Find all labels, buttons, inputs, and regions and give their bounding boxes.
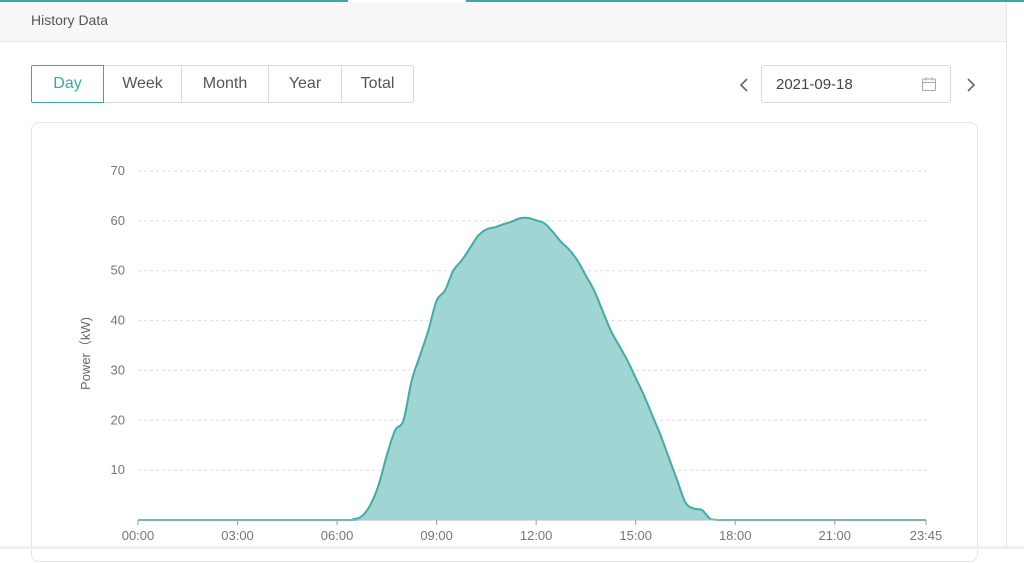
y-axis-label: Power（kW) xyxy=(78,317,93,390)
y-tick-label: 30 xyxy=(111,362,125,377)
chart-card: 10 20 30 40 50 60 70 00:00 03:00 06:00 09:00 12:00 1… xyxy=(31,122,978,562)
previous-date-button[interactable] xyxy=(735,74,753,96)
y-tick-label: 70 xyxy=(111,163,125,178)
tab-year[interactable]: Year xyxy=(268,65,342,103)
y-tick-label: 40 xyxy=(111,313,125,328)
tab-month[interactable]: Month xyxy=(181,65,269,103)
x-tick-label: 15:00 xyxy=(619,528,652,543)
series-area-fill xyxy=(138,217,926,520)
x-tick-label: 21:00 xyxy=(818,528,851,543)
series-line xyxy=(138,216,926,522)
active-tab-gap xyxy=(348,0,466,2)
top-accent-bar xyxy=(0,0,1024,2)
tab-week[interactable]: Week xyxy=(103,65,182,103)
x-tick-label: 09:00 xyxy=(420,528,453,543)
panel-title: History Data xyxy=(31,12,109,28)
tab-day[interactable]: Day xyxy=(31,65,104,103)
chevron-left-icon xyxy=(739,78,748,92)
y-tick-label: 50 xyxy=(111,263,125,278)
x-tick-label: 23:45 xyxy=(910,528,943,543)
calendar-icon xyxy=(921,77,937,92)
bottom-divider xyxy=(0,546,1024,549)
range-tab-group: Day Week Month Year Total xyxy=(31,65,414,103)
x-tick-label: 00:00 xyxy=(122,528,155,543)
next-date-button[interactable] xyxy=(962,74,980,96)
date-value: 2021-09-18 xyxy=(776,76,853,93)
chevron-right-icon xyxy=(967,78,976,92)
x-tick-label: 06:00 xyxy=(321,528,354,543)
x-tick-label: 18:00 xyxy=(719,528,752,543)
tab-total[interactable]: Total xyxy=(341,65,414,103)
panel-header: History Data xyxy=(0,2,1006,42)
date-picker[interactable]: 2021-09-18 xyxy=(761,65,951,103)
y-tick-label: 10 xyxy=(111,462,125,477)
y-tick-label: 20 xyxy=(111,412,125,427)
y-tick-label: 60 xyxy=(111,213,125,228)
x-tick-label: 03:00 xyxy=(221,528,254,543)
power-area-chart: 10 20 30 40 50 60 70 00:00 03:00 06:00 09:00 12:00 1… xyxy=(78,163,943,543)
x-tick-label: 12:00 xyxy=(520,528,553,543)
area-layer xyxy=(138,216,926,522)
axis-layer: 10 20 30 40 50 60 70 00:00 03:00 06:00 09:00 12:00 1… xyxy=(111,163,943,543)
